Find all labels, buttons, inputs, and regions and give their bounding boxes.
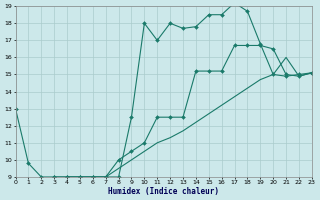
X-axis label: Humidex (Indice chaleur): Humidex (Indice chaleur) [108, 187, 219, 196]
